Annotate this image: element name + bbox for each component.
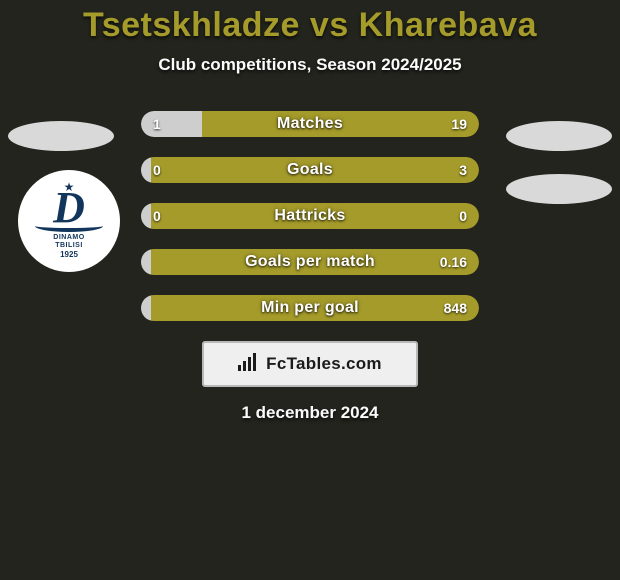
stat-label: Hattricks [141,203,479,229]
stat-value-left: 0 [153,203,161,229]
stat-value-right: 0.16 [440,249,467,275]
stat-label: Goals [141,157,479,183]
stat-value-right: 848 [444,295,467,321]
stat-value-right: 0 [459,203,467,229]
stat-value-left: 1 [153,111,161,137]
infographic-canvas: Tsetskhladze vs Kharebava Club competiti… [0,0,620,580]
stat-value-left: 0 [153,157,161,183]
date: 1 december 2024 [0,403,620,423]
stats-container: Matches119Goals03Hattricks00Goals per ma… [0,111,620,321]
stat-value-right: 3 [459,157,467,183]
stat-label: Matches [141,111,479,137]
source-badge-text: FcTables.com [266,354,382,374]
bars-icon [238,353,260,376]
stat-row: Goals0 3 [141,157,479,183]
subtitle: Club competitions, Season 2024/2025 [0,55,620,75]
page-title: Tsetskhladze vs Kharebava [0,0,620,45]
source-badge: FcTables.com [202,341,418,387]
stat-row: Goals per match0.16 [141,249,479,275]
stat-label: Goals per match [141,249,479,275]
stat-row: Matches1 19 [141,111,479,137]
stat-label: Min per goal [141,295,479,321]
stat-row: Hattricks0 0 [141,203,479,229]
stat-value-right: 19 [451,111,467,137]
stat-row: Min per goal848 [141,295,479,321]
